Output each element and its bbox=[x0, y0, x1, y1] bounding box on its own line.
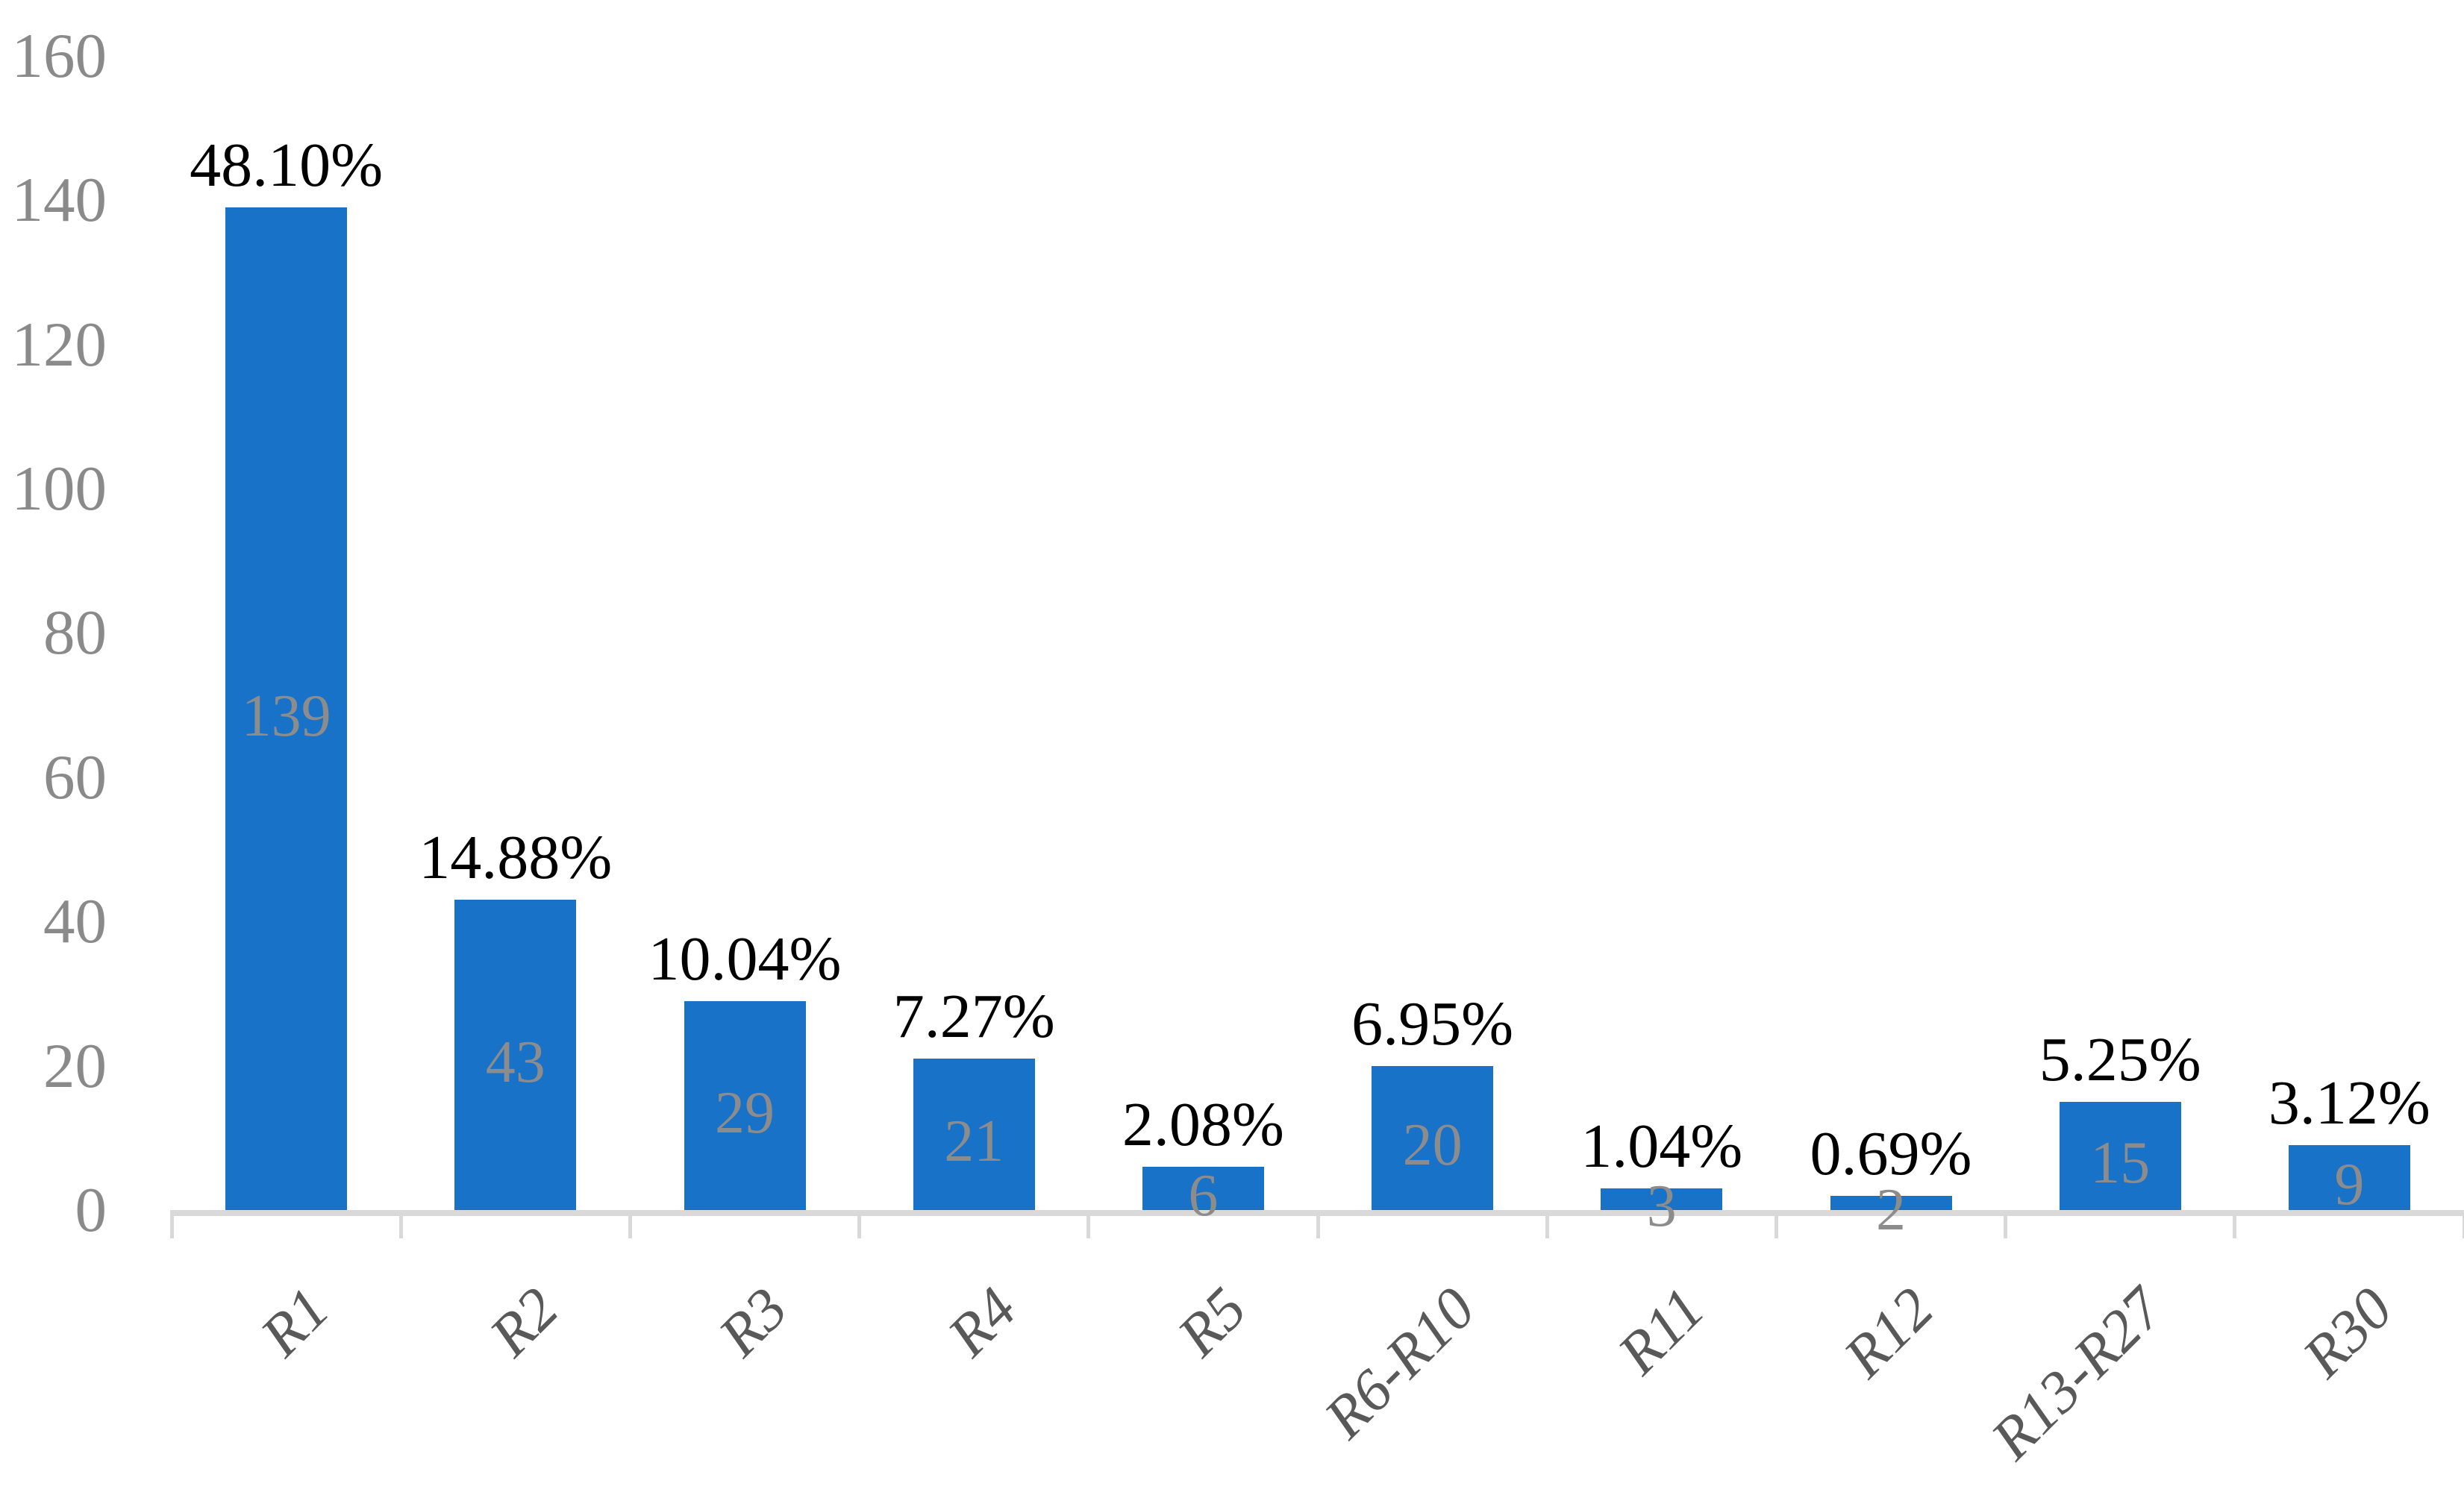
bar-percent-label: 0.69% bbox=[1810, 1118, 1972, 1188]
x-axis-tick bbox=[1086, 1210, 1091, 1238]
bar-value-label: 3 bbox=[1646, 1173, 1677, 1240]
bar-percent-label: 5.25% bbox=[2039, 1024, 2201, 1094]
x-axis-label-R11: R11 bbox=[1605, 1275, 1717, 1388]
bar-percent-label: 10.04% bbox=[648, 924, 842, 994]
bar-value-label: 15 bbox=[2090, 1130, 2151, 1197]
bar-percent-label: 1.04% bbox=[1580, 1111, 1743, 1181]
bar-value-label: 9 bbox=[2334, 1152, 2365, 1218]
bar-R3 bbox=[684, 1000, 806, 1210]
x-axis-tick bbox=[1316, 1210, 1320, 1238]
x-axis-label-R30: R30 bbox=[2290, 1275, 2405, 1391]
bar-R5 bbox=[1142, 1166, 1264, 1210]
y-axis-tick-label: 20 bbox=[43, 1030, 107, 1101]
y-axis-tick-label: 60 bbox=[43, 742, 107, 812]
bar-value-label: 43 bbox=[485, 1030, 545, 1096]
y-axis-tick-label: 40 bbox=[43, 886, 107, 957]
bar-value-label: 21 bbox=[944, 1109, 1004, 1175]
bar-value-label: 20 bbox=[1402, 1112, 1463, 1179]
bar-R2 bbox=[454, 900, 577, 1210]
x-axis-tick bbox=[2004, 1210, 2008, 1238]
bar-value-label: 2 bbox=[1876, 1177, 1906, 1244]
bar-R12 bbox=[1830, 1195, 1952, 1210]
x-axis-tick bbox=[398, 1210, 403, 1238]
y-axis-tick-label: 80 bbox=[43, 598, 107, 668]
x-axis-label-R1: R1 bbox=[248, 1275, 342, 1369]
bar-R4 bbox=[913, 1058, 1035, 1210]
x-axis-tick bbox=[2462, 1210, 2464, 1238]
bar-value-label: 139 bbox=[241, 683, 331, 749]
bar-percent-label: 3.12% bbox=[2268, 1068, 2430, 1138]
bar-percent-label: 6.95% bbox=[1351, 988, 1514, 1059]
x-axis-label-R6-R10: R6-R10 bbox=[1312, 1275, 1488, 1451]
x-axis-tick bbox=[1774, 1210, 1778, 1238]
x-axis-tick bbox=[169, 1210, 174, 1238]
x-axis-label-R4: R4 bbox=[936, 1275, 1030, 1369]
bar-percent-label: 14.88% bbox=[419, 823, 613, 893]
bar-R13-R27 bbox=[2059, 1101, 2181, 1210]
bar-R1 bbox=[225, 207, 348, 1210]
y-axis-tick-label: 160 bbox=[11, 20, 107, 91]
bar-value-label: 6 bbox=[1188, 1162, 1219, 1229]
x-axis-tick bbox=[628, 1210, 632, 1238]
x-axis-tick bbox=[857, 1210, 862, 1238]
x-axis-tick bbox=[2233, 1210, 2237, 1238]
x-axis-label-R2: R2 bbox=[477, 1275, 571, 1369]
bar-R30 bbox=[2288, 1144, 2410, 1210]
y-axis-tick-label: 100 bbox=[11, 454, 107, 524]
x-axis-label-R12: R12 bbox=[1831, 1275, 1947, 1391]
x-axis-label-R3: R3 bbox=[707, 1275, 801, 1369]
y-axis-tick-label: 140 bbox=[11, 165, 107, 236]
y-axis-tick-label: 120 bbox=[11, 309, 107, 380]
x-axis-label-R5: R5 bbox=[1165, 1275, 1259, 1369]
bar-R6-R10 bbox=[1372, 1065, 1494, 1210]
x-axis-tick bbox=[1545, 1210, 1549, 1238]
bar-R11 bbox=[1601, 1188, 1723, 1210]
y-axis-tick-label: 0 bbox=[75, 1175, 107, 1245]
bar-value-label: 29 bbox=[715, 1079, 775, 1146]
bar-percent-label: 2.08% bbox=[1122, 1089, 1284, 1159]
bar-percent-label: 7.27% bbox=[892, 981, 1055, 1051]
x-axis-label-R13-R27: R13-R27 bbox=[1978, 1275, 2176, 1473]
bar-percent-label: 48.10% bbox=[190, 130, 384, 200]
